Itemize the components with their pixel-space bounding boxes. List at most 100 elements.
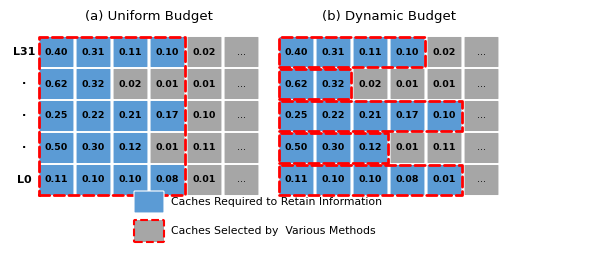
- FancyBboxPatch shape: [353, 132, 388, 164]
- FancyBboxPatch shape: [113, 68, 148, 100]
- Text: 0.02: 0.02: [193, 47, 216, 56]
- FancyBboxPatch shape: [279, 164, 314, 196]
- FancyBboxPatch shape: [353, 164, 388, 196]
- FancyBboxPatch shape: [150, 100, 185, 132]
- FancyBboxPatch shape: [224, 100, 259, 132]
- Text: 0.40: 0.40: [285, 47, 308, 56]
- FancyBboxPatch shape: [150, 36, 185, 68]
- FancyBboxPatch shape: [427, 164, 462, 196]
- Text: 0.01: 0.01: [193, 80, 216, 88]
- FancyBboxPatch shape: [150, 132, 185, 164]
- FancyBboxPatch shape: [134, 220, 164, 242]
- FancyBboxPatch shape: [113, 164, 148, 196]
- Text: 0.32: 0.32: [82, 80, 105, 88]
- Text: 0.08: 0.08: [156, 176, 179, 184]
- FancyBboxPatch shape: [316, 100, 351, 132]
- FancyBboxPatch shape: [187, 132, 222, 164]
- Text: 0.32: 0.32: [322, 80, 345, 88]
- Text: 0.31: 0.31: [82, 47, 105, 56]
- Text: L31: L31: [13, 47, 35, 57]
- FancyBboxPatch shape: [427, 132, 462, 164]
- FancyBboxPatch shape: [113, 36, 148, 68]
- Text: 0.11: 0.11: [433, 144, 456, 152]
- Text: 0.10: 0.10: [156, 47, 179, 56]
- FancyBboxPatch shape: [316, 164, 351, 196]
- FancyBboxPatch shape: [390, 164, 425, 196]
- Text: L0: L0: [17, 175, 31, 185]
- Bar: [279, 165, 462, 195]
- Text: 0.10: 0.10: [396, 47, 419, 56]
- FancyBboxPatch shape: [76, 100, 111, 132]
- Bar: [279, 69, 351, 99]
- FancyBboxPatch shape: [390, 36, 425, 68]
- FancyBboxPatch shape: [464, 100, 499, 132]
- FancyBboxPatch shape: [279, 132, 314, 164]
- Text: ...: ...: [477, 144, 486, 152]
- FancyBboxPatch shape: [224, 36, 259, 68]
- Text: 0.31: 0.31: [322, 47, 345, 56]
- Text: 0.02: 0.02: [119, 80, 142, 88]
- Text: 0.02: 0.02: [433, 47, 456, 56]
- Text: ...: ...: [237, 47, 246, 56]
- Bar: [279, 37, 425, 67]
- FancyBboxPatch shape: [279, 36, 314, 68]
- Text: Caches Selected by  Various Methods: Caches Selected by Various Methods: [171, 226, 375, 236]
- Text: 0.10: 0.10: [119, 176, 142, 184]
- Text: 0.25: 0.25: [285, 112, 308, 120]
- Text: ...: ...: [477, 47, 486, 56]
- Text: 0.40: 0.40: [45, 47, 68, 56]
- FancyBboxPatch shape: [316, 132, 351, 164]
- Text: ...: ...: [477, 176, 486, 184]
- Text: 0.10: 0.10: [433, 112, 456, 120]
- FancyBboxPatch shape: [76, 132, 111, 164]
- FancyBboxPatch shape: [76, 164, 111, 196]
- FancyBboxPatch shape: [187, 68, 222, 100]
- Text: 0.50: 0.50: [45, 144, 68, 152]
- FancyBboxPatch shape: [464, 68, 499, 100]
- FancyBboxPatch shape: [279, 68, 314, 100]
- FancyBboxPatch shape: [224, 164, 259, 196]
- Text: 0.01: 0.01: [433, 80, 456, 88]
- FancyBboxPatch shape: [113, 132, 148, 164]
- FancyBboxPatch shape: [39, 68, 74, 100]
- Text: 0.11: 0.11: [192, 144, 216, 152]
- FancyBboxPatch shape: [224, 132, 259, 164]
- FancyBboxPatch shape: [316, 36, 351, 68]
- Text: ·: ·: [22, 79, 26, 89]
- Text: 0.08: 0.08: [396, 176, 419, 184]
- Text: 0.01: 0.01: [396, 144, 419, 152]
- Text: 0.01: 0.01: [396, 80, 419, 88]
- Text: (a) Uniform Budget: (a) Uniform Budget: [85, 9, 213, 23]
- Text: 0.62: 0.62: [285, 80, 308, 88]
- Text: ...: ...: [237, 80, 246, 88]
- Bar: [279, 133, 388, 163]
- Bar: [39, 37, 185, 195]
- FancyBboxPatch shape: [353, 100, 388, 132]
- FancyBboxPatch shape: [113, 100, 148, 132]
- FancyBboxPatch shape: [353, 68, 388, 100]
- Text: 0.17: 0.17: [156, 112, 179, 120]
- Text: 0.01: 0.01: [156, 80, 179, 88]
- Text: 0.17: 0.17: [396, 112, 419, 120]
- FancyBboxPatch shape: [390, 68, 425, 100]
- FancyBboxPatch shape: [464, 36, 499, 68]
- FancyBboxPatch shape: [187, 100, 222, 132]
- FancyBboxPatch shape: [150, 164, 185, 196]
- FancyBboxPatch shape: [427, 68, 462, 100]
- Text: ...: ...: [237, 176, 246, 184]
- FancyBboxPatch shape: [134, 191, 164, 213]
- Text: ·: ·: [22, 111, 26, 121]
- Text: 0.12: 0.12: [359, 144, 383, 152]
- Text: (b) Dynamic Budget: (b) Dynamic Budget: [322, 9, 456, 23]
- Text: 0.21: 0.21: [119, 112, 142, 120]
- Text: 0.22: 0.22: [322, 112, 345, 120]
- Text: Caches Required to Retain Information: Caches Required to Retain Information: [171, 197, 382, 207]
- FancyBboxPatch shape: [187, 164, 222, 196]
- Text: ...: ...: [237, 144, 246, 152]
- FancyBboxPatch shape: [464, 164, 499, 196]
- Text: 0.21: 0.21: [359, 112, 383, 120]
- FancyBboxPatch shape: [464, 132, 499, 164]
- Text: 0.11: 0.11: [285, 176, 308, 184]
- FancyBboxPatch shape: [39, 164, 74, 196]
- FancyBboxPatch shape: [150, 68, 185, 100]
